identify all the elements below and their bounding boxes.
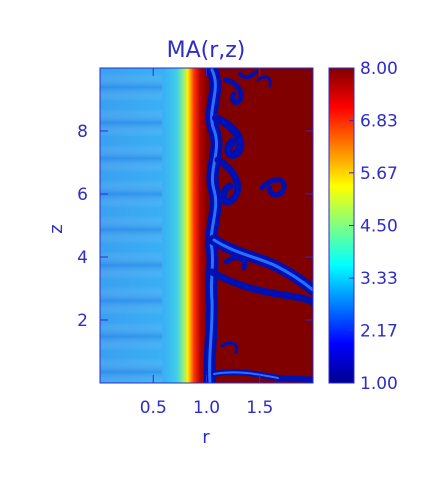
y-tick-label: 2 — [77, 311, 88, 331]
colorbar-tick-label: 1.00 — [360, 374, 398, 394]
z-band — [100, 108, 162, 137]
y-tick-label: 8 — [77, 122, 88, 142]
y-axis: 2 4 6 8 — [77, 122, 313, 331]
y-axis-label: z — [46, 224, 67, 233]
z-band — [100, 73, 162, 102]
x-tick-label: 1.0 — [193, 398, 220, 418]
x-tick-label: 1.5 — [246, 398, 273, 418]
heatmap-field — [100, 68, 313, 383]
colorbar-ticks: 8.00 6.83 5.67 4.50 3.33 2.17 1.00 — [349, 59, 398, 394]
x-axis-label: r — [202, 427, 210, 448]
colorbar-tick-label: 2.17 — [360, 321, 398, 341]
colorbar-tick-label: 6.83 — [360, 112, 398, 132]
low-filaments — [203, 68, 313, 383]
chart-title: MA(r,z) — [167, 38, 246, 63]
colorbar-tick-label: 5.67 — [360, 164, 398, 184]
z-band — [100, 144, 162, 173]
x-axis: 0.5 1.0 1.5 — [140, 68, 273, 418]
z-band — [100, 215, 162, 244]
z-band — [100, 322, 162, 351]
x-tick-label: 0.5 — [140, 398, 167, 418]
colorbar-tick-label: 8.00 — [360, 59, 398, 79]
z-band — [100, 357, 162, 383]
y-tick-label: 4 — [77, 248, 88, 268]
y-tick-label: 6 — [77, 185, 88, 205]
z-band — [100, 180, 162, 208]
colorbar-tick-label: 4.50 — [360, 217, 398, 237]
z-band — [100, 286, 162, 315]
z-band — [100, 251, 162, 280]
z-bands — [100, 73, 162, 383]
colorbar-tick-label: 3.33 — [360, 269, 398, 289]
